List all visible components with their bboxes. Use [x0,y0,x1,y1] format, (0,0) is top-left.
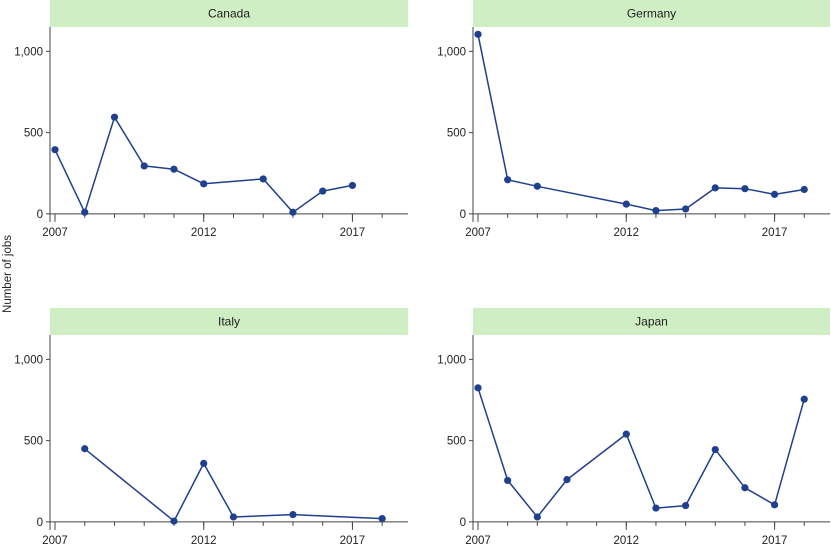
data-point [504,476,512,485]
data-point [289,208,297,216]
x-tick-label: 2007 [465,535,491,547]
panel-strip [50,0,408,27]
panel-strip [473,0,830,27]
data-point [51,146,59,154]
data-point [110,113,119,121]
x-tick-label: 2012 [613,535,639,547]
y-tick-label: 1,000 [437,46,466,58]
data-point [474,384,482,392]
x-tick-label: 2007 [42,227,68,239]
data-point [289,510,297,519]
y-tick-label: 500 [447,436,466,448]
y-tick-label: 1,000 [437,354,466,366]
data-point [140,162,148,170]
data-point [319,187,327,195]
y-tick-label: 500 [447,128,466,140]
x-tick-label: 2007 [42,535,68,547]
y-tick-label: 0 [460,209,466,221]
data-point [533,182,541,190]
data-point [170,165,178,173]
y-axis-label: Number of jobs [2,235,14,313]
panel-strip [50,308,408,335]
x-tick-label: 2017 [762,227,788,239]
data-point [800,185,808,194]
data-point [81,208,89,216]
y-tick-label: 0 [37,517,43,529]
panel-strip [473,308,830,335]
panel-canada: Canada 0 500 1,000 2007 2012 2017 [14,0,408,239]
data-point [474,30,482,38]
data-point [682,502,690,510]
data-point [741,185,749,193]
data-point [378,515,386,523]
data-point [741,484,749,492]
panel-japan: Japan 0 500 1,000 2007 2012 2017 [437,308,830,547]
series-line [477,34,805,212]
data-point [652,504,660,512]
x-tick-label: 2012 [191,227,217,239]
panel-title: Canada [208,7,250,21]
panel-italy: Italy 0 500 1,000 2007 2012 2017 [14,308,408,547]
panel-title: Italy [218,315,240,329]
data-point [622,200,630,208]
x-tick-label: 2017 [340,227,366,239]
x-tick-label: 2012 [613,227,639,239]
panel-title: Japan [635,315,668,329]
data-point [200,459,208,467]
y-tick-label: 0 [37,209,43,221]
series-line [477,387,805,518]
data-point [770,190,779,198]
data-point [711,184,719,192]
series-line [84,448,383,522]
y-tick-label: 1,000 [14,354,43,366]
data-point [711,445,719,454]
data-point [200,180,208,188]
data-point [229,513,238,521]
y-tick-label: 1,000 [14,46,43,58]
panel-title: Germany [627,7,676,21]
data-point [170,517,178,525]
data-point [800,395,808,403]
data-point [652,207,660,215]
series-line [54,116,353,214]
y-tick-label: 500 [24,128,43,140]
data-point [533,513,541,521]
x-tick-label: 2012 [191,535,217,547]
y-tick-label: 500 [24,436,43,448]
data-point [563,476,571,484]
x-tick-label: 2017 [762,535,788,547]
data-point [682,205,690,213]
data-point [348,181,357,190]
data-point [504,176,512,184]
x-tick-label: 2017 [340,535,366,547]
y-tick-label: 0 [460,517,466,529]
data-point [81,445,89,453]
data-point [770,501,779,509]
data-point [622,430,630,438]
x-tick-label: 2007 [465,227,491,239]
panel-germany: Germany 0 500 1,000 2007 2012 2017 [437,0,830,239]
data-point [259,175,267,183]
